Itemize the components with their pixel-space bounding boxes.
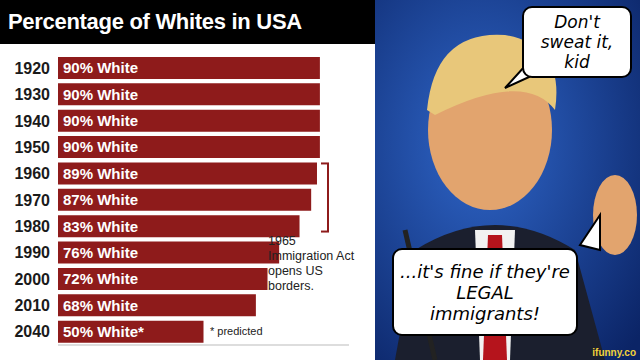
svg-text:2000: 2000 — [14, 271, 50, 288]
svg-text:1970: 1970 — [14, 192, 50, 209]
svg-text:90% White: 90% White — [63, 59, 138, 76]
svg-text:1930: 1930 — [14, 86, 50, 103]
svg-text:1940: 1940 — [14, 113, 50, 130]
svg-text:90% White: 90% White — [63, 138, 138, 155]
svg-text:90% White: 90% White — [63, 112, 138, 129]
svg-text:72% White: 72% White — [63, 270, 138, 287]
svg-text:90% White: 90% White — [63, 86, 138, 103]
html-text:1965 Immigration Act opens US: 1965 Immigration Act opens US borders. — [268, 233, 355, 293]
svg-text:50% White*: 50% White* — [63, 323, 144, 340]
svg-text:1990: 1990 — [14, 244, 50, 261]
html-text:* predicted: * predicted — [210, 324, 263, 337]
svg-text:1960: 1960 — [14, 165, 50, 182]
svg-text:76% White: 76% White — [63, 244, 138, 261]
svg-text:1950: 1950 — [14, 139, 50, 156]
svg-text:1920: 1920 — [14, 60, 50, 77]
html-text:Percentage of Whites in USA: Percentage of Whites in USA — [8, 9, 302, 34]
svg-text:1980: 1980 — [14, 218, 50, 235]
svg-text:2010: 2010 — [14, 297, 50, 314]
svg-text:89% White: 89% White — [63, 165, 138, 182]
svg-text:87% White: 87% White — [63, 191, 138, 208]
svg-text:68% White: 68% White — [63, 297, 138, 314]
html-text:ifunny.co: ifunny.co — [592, 347, 636, 358]
html-text:Don't sweat it, kid: Don't sweat it, kid — [540, 12, 614, 72]
svg-text:2040: 2040 — [14, 323, 50, 340]
svg-text:83% White: 83% White — [63, 218, 138, 235]
html-text:...it's fine if they're LEGAL: ...it's fine if they're LEGAL immigrants… — [400, 260, 570, 324]
